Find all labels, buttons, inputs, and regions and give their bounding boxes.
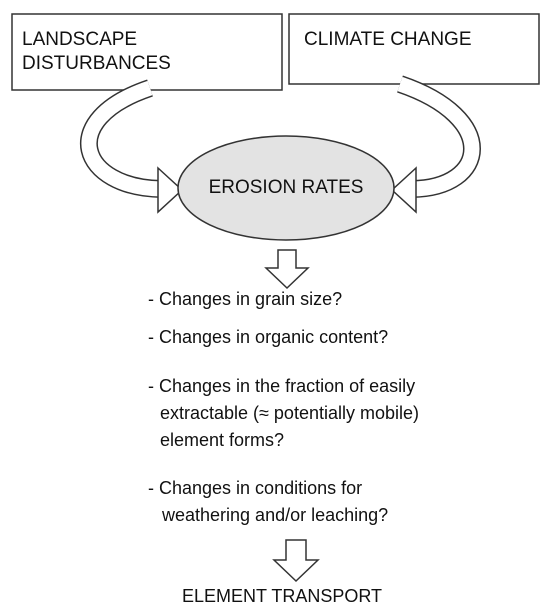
list-item: - Changes in conditions for — [148, 478, 362, 498]
node-label: EROSION RATES — [209, 177, 364, 198]
curved-arrow-right — [390, 75, 481, 214]
node-label: CLIMATE CHANGE — [304, 29, 472, 50]
curved-arrow-left — [79, 79, 184, 214]
list-item: - Changes in organic content? — [148, 327, 388, 347]
list-item: - Changes in grain size? — [148, 289, 342, 309]
box-landscape — [11, 13, 283, 91]
node-label: ELEMENT TRANSPORT — [182, 586, 382, 606]
node-label: LANDSCAPE — [22, 29, 137, 50]
down-arrow — [272, 539, 320, 583]
list-item: element forms? — [160, 430, 284, 450]
down-arrow — [264, 249, 310, 290]
ellipse-erosion — [177, 135, 395, 241]
list-item: weathering and/or leaching? — [161, 505, 388, 525]
node-label: DISTURBANCES — [22, 53, 171, 74]
list-item: extractable (≈ potentially mobile) — [160, 403, 419, 423]
box-climate — [288, 13, 540, 85]
list-item: - Changes in the fraction of easily — [148, 376, 415, 396]
